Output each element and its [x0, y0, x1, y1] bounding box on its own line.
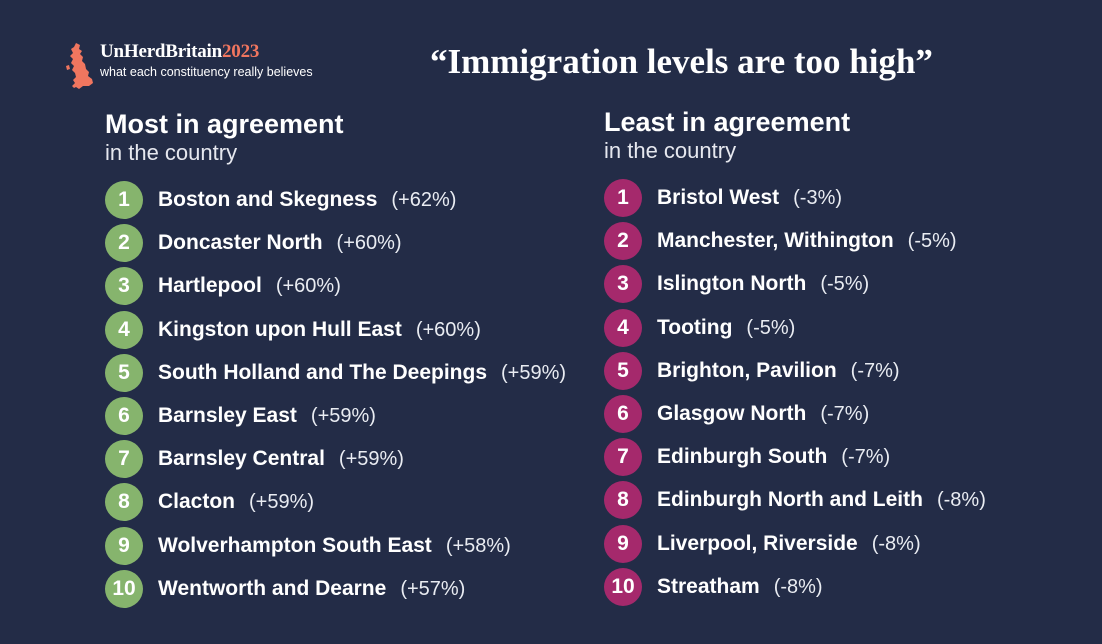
constituency-name: Edinburgh North and Leith	[657, 488, 923, 511]
constituency-name: Hartlepool	[158, 274, 262, 297]
net-percentage: (-5%)	[820, 272, 870, 295]
constituency-name: Clacton	[158, 490, 236, 513]
list-item: 3 Islington North (-5%)	[604, 265, 870, 303]
list-item: 6 Glasgow North (-7%)	[604, 395, 870, 433]
unherd-logo: UnHerdBritain2023 what each constituency…	[64, 42, 313, 90]
brand-name: UnHerdBritain2023	[100, 41, 260, 62]
rank-badge: 3	[604, 265, 642, 303]
list-item: 3 Hartlepool (+60%)	[105, 267, 341, 305]
constituency-name: Barnsley East	[158, 404, 297, 427]
net-percentage: (+58%)	[445, 534, 511, 557]
list-item: 2 Manchester, Withington (-5%)	[604, 222, 957, 260]
most-in-agreement-panel: Most in agreement in the country 1 Boston…	[105, 108, 566, 608]
net-percentage: (-3%)	[793, 186, 843, 209]
rank-badge: 8	[604, 481, 642, 519]
net-percentage: (+59%)	[501, 361, 567, 384]
constituency-name: Glasgow North	[657, 402, 807, 425]
net-percentage: (-8%)	[871, 532, 921, 555]
net-percentage: (-5%)	[746, 316, 796, 339]
rank-badge: 2	[105, 224, 143, 262]
rank-badge: 4	[604, 309, 642, 347]
net-percentage: (+59%)	[338, 447, 404, 470]
rank-badge: 9	[105, 527, 143, 565]
constituency-name: Streatham	[657, 575, 760, 598]
net-percentage: (-5%)	[907, 229, 957, 252]
rank-badge: 10	[604, 568, 642, 606]
constituency-name: Wentworth and Dearne	[158, 577, 387, 600]
rank-badge: 2	[604, 222, 642, 260]
constituency-name: Kingston upon Hull East	[158, 318, 402, 341]
least-in-agreement-panel: Least in agreement in the country 1 Brist…	[604, 106, 986, 606]
headline: “Immigration levels are too high”	[430, 42, 933, 81]
list-item: 10 Streatham (-8%)	[604, 568, 823, 606]
net-percentage: (+62%)	[391, 188, 457, 211]
constituency-name: Barnsley Central	[158, 447, 325, 470]
rank-badge: 5	[105, 354, 143, 392]
net-percentage: (+59%)	[249, 490, 315, 513]
net-percentage: (+60%)	[336, 231, 402, 254]
rank-badge: 1	[604, 179, 642, 217]
constituency-name: Islington North	[657, 272, 807, 295]
constituency-name: Doncaster North	[158, 231, 323, 254]
list-item: 2 Doncaster North (+60%)	[105, 224, 402, 262]
net-percentage: (+60%)	[415, 318, 481, 341]
list-item: 9 Wolverhampton South East (+58%)	[105, 527, 511, 565]
list-item: 1 Boston and Skegness (+62%)	[105, 181, 457, 219]
list-item: 8 Clacton (+59%)	[105, 483, 315, 521]
constituency-name: Manchester, Withington	[657, 229, 894, 252]
rank-badge: 10	[105, 570, 143, 608]
net-percentage: (-7%)	[841, 445, 891, 468]
list-item: 6 Barnsley East (+59%)	[105, 397, 376, 435]
list-item: 1 Bristol West (-3%)	[604, 179, 843, 217]
list-item: 7 Edinburgh South (-7%)	[604, 438, 891, 476]
panel-title: Least in agreement	[604, 107, 851, 137]
net-percentage: (+59%)	[310, 404, 376, 427]
list-item: 8 Edinburgh North and Leith (-8%)	[604, 481, 986, 519]
constituency-name: Brighton, Pavilion	[657, 359, 837, 382]
brand-year: 2023	[221, 41, 260, 62]
constituency-name: Edinburgh South	[657, 445, 828, 468]
rank-badge: 1	[105, 181, 143, 219]
rank-badge: 5	[604, 352, 642, 390]
net-percentage: (-7%)	[850, 359, 900, 382]
rank-badge: 3	[105, 267, 143, 305]
constituency-name: Boston and Skegness	[158, 188, 378, 211]
uk-map-icon	[66, 43, 93, 89]
constituency-name: Liverpool, Riverside	[657, 532, 858, 555]
list-item: 4 Tooting (-5%)	[604, 309, 796, 347]
net-percentage: (-7%)	[820, 402, 870, 425]
list-item: 5 South Holland and The Deepings (+59%)	[105, 354, 567, 392]
rank-badge: 6	[105, 397, 143, 435]
list-item: 10 Wentworth and Dearne (+57%)	[105, 570, 466, 608]
list-item: 5 Brighton, Pavilion (-7%)	[604, 352, 900, 390]
net-percentage: (-8%)	[936, 488, 986, 511]
panel-title: Most in agreement	[105, 109, 344, 139]
net-percentage: (+57%)	[400, 577, 466, 600]
rank-badge: 6	[604, 395, 642, 433]
constituency-name: Wolverhampton South East	[158, 534, 432, 557]
list-item: 4 Kingston upon Hull East (+60%)	[105, 311, 481, 349]
rank-badge: 7	[604, 438, 642, 476]
rank-badge: 9	[604, 525, 642, 563]
rank-badge: 4	[105, 311, 143, 349]
panel-subtitle: in the country	[105, 140, 238, 165]
list-item: 9 Liverpool, Riverside (-8%)	[604, 525, 921, 563]
constituency-name: Tooting	[657, 316, 733, 339]
net-percentage: (+60%)	[275, 274, 341, 297]
brand-tagline: what each constituency really believes	[100, 65, 313, 79]
net-percentage: (-8%)	[773, 575, 823, 598]
panel-subtitle: in the country	[604, 138, 737, 163]
rank-badge: 8	[105, 483, 143, 521]
list-item: 7 Barnsley Central (+59%)	[105, 440, 404, 478]
constituency-name: South Holland and The Deepings	[158, 361, 488, 384]
constituency-name: Bristol West	[657, 186, 780, 209]
rank-badge: 7	[105, 440, 143, 478]
